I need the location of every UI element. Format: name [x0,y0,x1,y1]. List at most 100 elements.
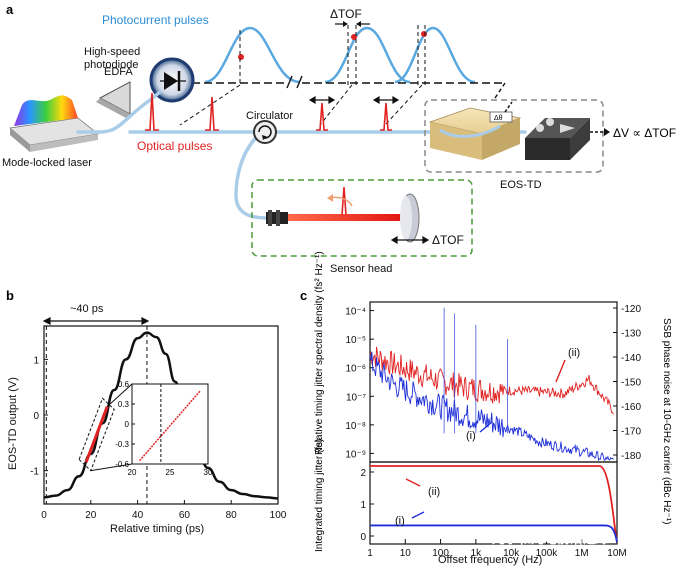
plot-b-response-curve [43,331,279,500]
span-label: ~40 ps [70,303,104,315]
plot-c-integrated-ii-label: (ii) [428,486,440,498]
eos-td-dashed-box [424,99,604,173]
plot-c-bottom-frame [369,461,618,545]
plot-b-xtick-label: 40 [132,510,144,521]
plot-c-right-ytick-label: -130 [621,329,641,340]
eos-td-label: EOS-TD [500,179,542,191]
plot-b-inset-xtick-label: 20 [128,468,137,477]
delta-tof-mirror-label: ΔTOF [432,233,464,247]
photocurrent-pulse-2 [324,25,411,85]
plot-c-xtick-label: 10 [400,548,412,559]
optical-pulses-label: Optical pulses [137,139,212,153]
plot-c-right-ytick-label: -150 [621,378,641,389]
plot-c-right-ytick-label: -170 [621,427,641,438]
panel-c-label: c [300,288,307,303]
plot-c-ytick-label: 10⁻⁷ [346,392,366,403]
mode-locked-laser-label: Mode-locked laser [2,157,92,169]
edfa-label: EDFA [104,66,133,78]
photodiode-icon [149,57,195,103]
plot-c-integrated-ii-arrow [405,478,421,487]
photocurrent-pulse-3 [394,25,476,85]
photocurrent-baseline [179,75,506,126]
plot-b-inset-xtick-label: 30 [204,468,213,477]
plot-b-inset-connector [90,463,133,472]
plot-b-inset-line [139,390,201,462]
plot-c-right-ytick-label: -160 [621,402,641,413]
delta-tof-top-arrows [335,21,370,27]
plot-c-series-i-arrow [479,421,493,433]
panel-a-label: a [6,2,14,17]
plot-c-ylabel-bottom: Integrated timing jitter (fs) [314,439,325,552]
plot-c-right-ytick-label: -140 [621,353,641,364]
plot-c-xtick-label: 1k [471,548,483,559]
plot-c-ytick-label: 10⁻⁸ [345,421,366,432]
delta-tof-top-label: ΔTOF [330,7,362,21]
mirror-icon [400,193,420,243]
plot-b-inset-ytick-label: -0.3 [115,440,129,449]
delta-theta-label: Δθ [494,115,503,122]
plot-c-series-i-label: (i) [466,430,476,442]
plot-b-inset-ytick-label: 0.3 [118,400,130,409]
plot-b-ylabel: EOS-TD output (V) [7,377,19,470]
plot-c-top-frame [369,301,618,463]
mirror-displacement-arrows [390,235,430,245]
plot-b-linear-region [84,406,109,463]
panel-b-label: b [6,288,14,303]
plot-c-ylabel-right: SSB phase noise at 10-GHz carrier (dBc H… [661,318,672,524]
plot-b-xtick-label: 100 [270,510,287,521]
reflection-arrow-head [327,194,333,202]
sensor-head-dashed-box [251,179,473,257]
plot-b-inset-xtick-label: 25 [166,468,175,477]
plot-c-xtick-label: 10k [503,548,520,559]
plot-b-inset-ytick-label: -0.6 [115,460,129,469]
plot-c-xtick-label: 100 [432,548,449,559]
plot-c-integrated-i-label: (i) [395,515,405,527]
plot-b-ytick-label: 0 [33,411,39,422]
plot-b-ytick-label: 1 [33,355,39,366]
laser-beam [288,214,408,221]
sensor-head-label: Sensor head [330,263,392,275]
plot-b-zoom-box [78,397,115,472]
plot-c-bottom-ytick-label: 1 [360,500,366,511]
plot-b-area: 0 20 40 60 80 100 1 0 -1 20 25 30 0.6 0.3 0 -0.3 -0.6 [30,326,287,521]
high-speed-photodiode-label-line2: photodiode [84,59,138,71]
plot-c-series-ii-label: (ii) [568,347,580,359]
plot-c-bottom-ytick-label: 0 [360,532,366,543]
mode-locked-laser-icon [9,95,99,152]
detector-electronics-icon [525,118,590,160]
fiber-collimator-icon [266,210,288,226]
plot-c-ytick-label: 10⁻⁹ [345,449,366,460]
plot-c-ytick-label: 10⁻⁴ [345,307,366,318]
plot-c-xlabel: Offset frequency (Hz) [438,554,542,566]
plot-c-series-ii-arrow [555,359,566,383]
plot-c-right-ytick-label: -180 [621,451,641,462]
plot-c-xtick-label: 100k [536,548,559,559]
plot-c-xtick-label: 1 [367,548,373,559]
span-arrow [42,317,150,325]
plot-c-integrated-i-arrow [411,511,425,519]
photocurrent-pulse-1 [204,26,301,85]
edfa-amplifier-icon [96,81,131,118]
fiber-path [76,90,527,220]
plot-c-xtick-label: 1M [575,548,589,559]
photocurrent-pulses-label: Photocurrent pulses [102,13,209,27]
output-arrow-icon [590,128,610,136]
plot-c-xtick-label: 10M [607,548,626,559]
plot-b-xtick-label: 60 [179,510,191,521]
circulator-label: Circulator [246,110,293,122]
plot-c-right-ytick-label: -120 [621,304,641,315]
plot-c-ytick-label: 10⁻⁵ [345,335,366,346]
plot-c-series-ii [369,346,614,415]
plot-b-inset-connector [106,383,133,408]
circulator-icon [253,120,277,144]
watermark-text: 光学和光电前沿追踪 [491,531,609,546]
high-speed-photodiode-label-line1: High-speed [84,46,140,58]
eos-td-module-icon [428,101,522,160]
plot-b-inset-ytick-label: 0.6 [118,380,130,389]
plot-c-ytick-label: 10⁻⁶ [345,364,366,375]
plot-c-bottom-ytick-label: 2 [360,468,366,479]
plot-b-xtick-label: 20 [85,510,97,521]
plot-c-integrated-i [370,524,618,543]
plot-b-inset-frame [131,383,209,465]
